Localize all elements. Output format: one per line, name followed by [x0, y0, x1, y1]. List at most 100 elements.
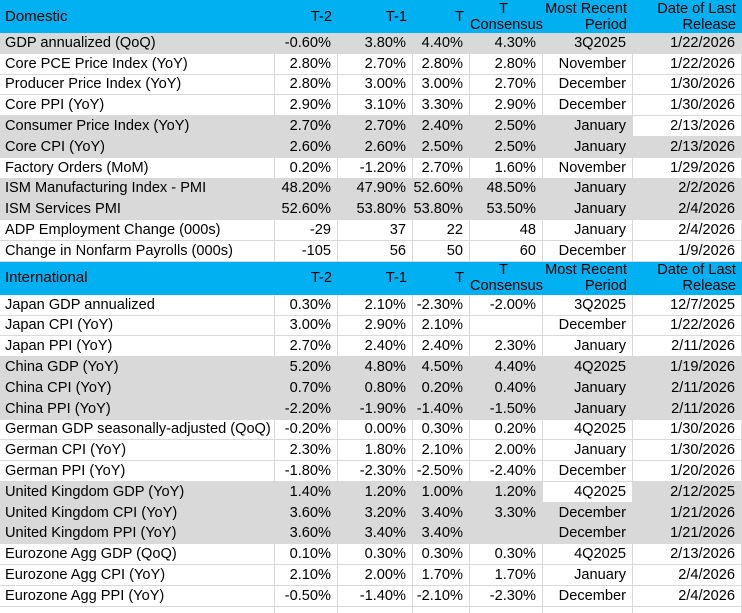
t-value-cell[interactable]: 3.00%: [413, 74, 470, 96]
t-value-cell[interactable]: 2.70%: [413, 157, 470, 179]
recent-period-cell[interactable]: December: [543, 95, 633, 117]
empty-cell[interactable]: [338, 606, 413, 613]
section-title-international[interactable]: International: [0, 261, 275, 295]
t1-value-cell[interactable]: 4.80%: [338, 357, 413, 378]
release-date-cell[interactable]: 1/19/2026: [633, 357, 742, 378]
t-value-cell[interactable]: 50: [413, 240, 470, 262]
t1-value-cell[interactable]: -1.20%: [338, 157, 413, 179]
t1-value-cell[interactable]: 0.30%: [338, 544, 413, 566]
t2-value-cell[interactable]: -29: [275, 220, 338, 241]
indicator-label-cell[interactable]: Core PCE Price Index (YoY): [0, 53, 275, 75]
t2-value-cell[interactable]: 3.60%: [275, 523, 338, 545]
consensus-value-cell[interactable]: 60: [470, 240, 543, 262]
t-value-cell[interactable]: 2.40%: [413, 336, 470, 358]
consensus-value-cell[interactable]: 4.40%: [470, 357, 543, 378]
column-header-t2[interactable]: T-2: [275, 0, 338, 33]
indicator-label-cell[interactable]: German GDP seasonally-adjusted (QoQ): [0, 419, 275, 441]
consensus-value-cell[interactable]: 1.60%: [470, 157, 543, 179]
recent-period-cell[interactable]: December: [543, 240, 633, 262]
indicator-label-cell[interactable]: Japan CPI (YoY): [0, 315, 275, 337]
recent-period-cell[interactable]: 4Q2025: [543, 544, 633, 566]
t2-value-cell[interactable]: -0.60%: [275, 33, 338, 54]
indicator-label-cell[interactable]: German PPI (YoY): [0, 461, 275, 482]
t2-value-cell[interactable]: 0.10%: [275, 544, 338, 566]
t2-value-cell[interactable]: -1.80%: [275, 461, 338, 482]
recent-period-cell[interactable]: December: [543, 523, 633, 545]
release-date-cell[interactable]: 2/4/2026: [633, 565, 742, 586]
t2-value-cell[interactable]: 2.90%: [275, 95, 338, 117]
column-header-t2[interactable]: T-2: [275, 261, 338, 295]
column-header-t1[interactable]: T-1: [338, 0, 413, 33]
column-header-recent-period[interactable]: Most Recent Period: [543, 261, 633, 295]
consensus-value-cell[interactable]: 2.80%: [470, 53, 543, 75]
recent-period-cell[interactable]: January: [543, 336, 633, 358]
column-header-t1[interactable]: T-1: [338, 261, 413, 295]
t2-value-cell[interactable]: 2.30%: [275, 440, 338, 462]
t-value-cell[interactable]: 0.30%: [413, 419, 470, 441]
release-date-cell[interactable]: 1/30/2026: [633, 419, 742, 441]
recent-period-cell[interactable]: January: [543, 377, 633, 399]
consensus-value-cell[interactable]: 2.90%: [470, 95, 543, 117]
t1-value-cell[interactable]: 53.80%: [338, 199, 413, 221]
t-value-cell[interactable]: 0.30%: [413, 544, 470, 566]
empty-cell[interactable]: [413, 606, 470, 613]
release-date-cell[interactable]: 1/30/2026: [633, 95, 742, 117]
t1-value-cell[interactable]: 2.10%: [338, 294, 413, 316]
release-date-cell[interactable]: 2/11/2026: [633, 377, 742, 399]
recent-period-cell[interactable]: January: [543, 565, 633, 586]
t2-value-cell[interactable]: 48.20%: [275, 178, 338, 200]
release-date-cell[interactable]: 2/13/2026: [633, 544, 742, 566]
recent-period-cell[interactable]: 4Q2025: [543, 357, 633, 378]
t2-value-cell[interactable]: 5.20%: [275, 357, 338, 378]
consensus-value-cell[interactable]: 1.20%: [470, 481, 543, 503]
release-date-cell[interactable]: 1/22/2026: [633, 53, 742, 75]
t1-value-cell[interactable]: 2.60%: [338, 136, 413, 158]
release-date-cell[interactable]: 1/21/2026: [633, 523, 742, 545]
indicator-label-cell[interactable]: Japan PPI (YoY): [0, 336, 275, 358]
section-title-domestic[interactable]: Domestic: [0, 0, 275, 33]
t2-value-cell[interactable]: -2.20%: [275, 398, 338, 420]
release-date-cell[interactable]: 2/11/2026: [633, 398, 742, 420]
indicator-label-cell[interactable]: United Kingdom GDP (YoY): [0, 481, 275, 503]
indicator-label-cell[interactable]: Producer Price Index (YoY): [0, 74, 275, 96]
indicator-label-cell[interactable]: German CPI (YoY): [0, 440, 275, 462]
t-value-cell[interactable]: 3.40%: [413, 523, 470, 545]
t-value-cell[interactable]: 3.30%: [413, 95, 470, 117]
indicator-label-cell[interactable]: Eurozone Agg GDP (QoQ): [0, 544, 275, 566]
t1-value-cell[interactable]: 2.90%: [338, 315, 413, 337]
release-date-cell[interactable]: 2/2/2026: [633, 178, 742, 200]
consensus-value-cell[interactable]: 0.30%: [470, 544, 543, 566]
consensus-value-cell[interactable]: 48.50%: [470, 178, 543, 200]
indicator-label-cell[interactable]: China CPI (YoY): [0, 377, 275, 399]
recent-period-cell[interactable]: 3Q2025: [543, 33, 633, 54]
t2-value-cell[interactable]: -0.50%: [275, 585, 338, 607]
indicator-label-cell[interactable]: Core CPI (YoY): [0, 136, 275, 158]
consensus-value-cell[interactable]: 48: [470, 220, 543, 241]
indicator-label-cell[interactable]: GDP annualized (QoQ): [0, 33, 275, 54]
t-value-cell[interactable]: 22: [413, 220, 470, 241]
indicator-label-cell[interactable]: ISM Manufacturing Index - PMI: [0, 178, 275, 200]
t2-value-cell[interactable]: 2.80%: [275, 53, 338, 75]
t-value-cell[interactable]: -2.30%: [413, 294, 470, 316]
t1-value-cell[interactable]: 3.80%: [338, 33, 413, 54]
t2-value-cell[interactable]: 0.30%: [275, 294, 338, 316]
indicator-label-cell[interactable]: Core PPI (YoY): [0, 95, 275, 117]
recent-period-cell[interactable]: December: [543, 315, 633, 337]
t2-value-cell[interactable]: 1.40%: [275, 481, 338, 503]
indicator-label-cell[interactable]: ADP Employment Change (000s): [0, 220, 275, 241]
recent-period-cell[interactable]: January: [543, 178, 633, 200]
indicator-label-cell[interactable]: China PPI (YoY): [0, 398, 275, 420]
release-date-cell[interactable]: 2/4/2026: [633, 220, 742, 241]
indicator-label-cell[interactable]: Consumer Price Index (YoY): [0, 116, 275, 137]
consensus-value-cell[interactable]: -2.40%: [470, 461, 543, 482]
consensus-value-cell[interactable]: 2.50%: [470, 116, 543, 137]
column-header-release-date[interactable]: Date of Last Release: [633, 261, 742, 295]
consensus-value-cell[interactable]: -2.30%: [470, 585, 543, 607]
t2-value-cell[interactable]: -105: [275, 240, 338, 262]
t-value-cell[interactable]: 53.80%: [413, 199, 470, 221]
t-value-cell[interactable]: 2.10%: [413, 440, 470, 462]
t2-value-cell[interactable]: 2.60%: [275, 136, 338, 158]
t1-value-cell[interactable]: 3.10%: [338, 95, 413, 117]
t1-value-cell[interactable]: 3.00%: [338, 74, 413, 96]
release-date-cell[interactable]: 12/7/2025: [633, 294, 742, 316]
